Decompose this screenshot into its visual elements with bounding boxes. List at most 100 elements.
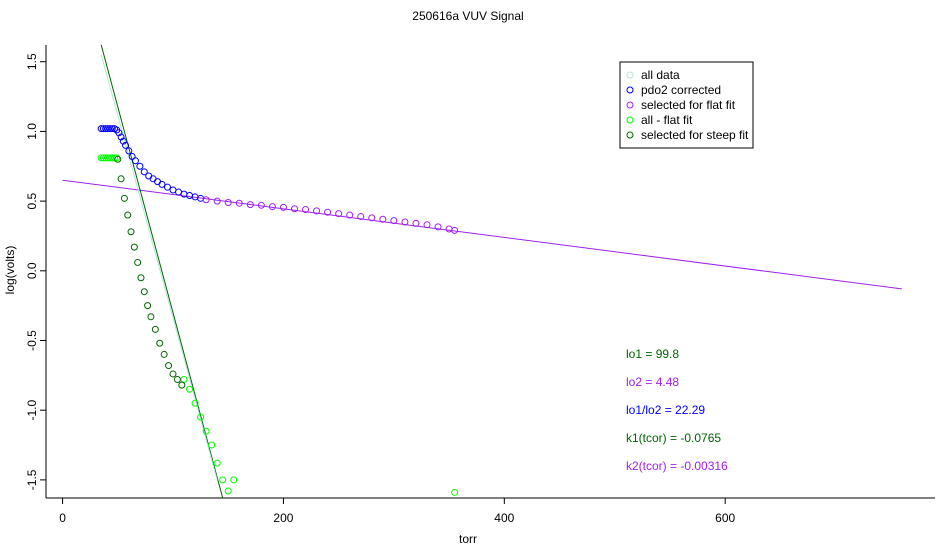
data-point bbox=[165, 362, 173, 370]
x-axis-label: torr bbox=[459, 532, 477, 546]
data-point bbox=[290, 205, 298, 213]
data-point bbox=[257, 201, 265, 209]
data-point bbox=[335, 210, 343, 218]
y-tick-label: -1.5 bbox=[25, 469, 39, 490]
data-point bbox=[113, 154, 121, 162]
data-point bbox=[186, 385, 194, 393]
data-point bbox=[115, 129, 123, 137]
data-point bbox=[279, 203, 287, 211]
data-point bbox=[246, 201, 254, 209]
fit-line bbox=[100, 54, 218, 481]
data-point bbox=[213, 197, 221, 205]
data-point bbox=[213, 459, 221, 467]
y-tick-label: -1.0 bbox=[25, 400, 39, 421]
data-point bbox=[114, 155, 122, 163]
legend-marker bbox=[626, 131, 634, 139]
data-point bbox=[125, 147, 133, 155]
x-tick-label: 200 bbox=[273, 511, 293, 525]
legend-label: all data bbox=[641, 68, 680, 82]
data-point bbox=[197, 413, 205, 421]
data-point bbox=[156, 339, 164, 347]
data-point bbox=[158, 180, 166, 188]
data-point bbox=[202, 427, 210, 435]
data-point bbox=[120, 194, 128, 202]
x-tick-label: 0 bbox=[59, 511, 66, 525]
data-point bbox=[124, 211, 132, 219]
annotation: k2(tcor) = -0.00316 bbox=[626, 459, 728, 473]
x-tick-label: 400 bbox=[494, 511, 514, 525]
legend-marker bbox=[626, 86, 634, 94]
data-point bbox=[131, 157, 139, 165]
annotation: k1(tcor) = -0.0765 bbox=[626, 431, 721, 445]
data-point bbox=[119, 137, 127, 145]
data-point bbox=[451, 488, 459, 496]
data-point bbox=[110, 154, 118, 162]
data-point bbox=[451, 226, 459, 234]
data-point bbox=[137, 274, 145, 282]
data-point bbox=[169, 370, 177, 378]
data-point bbox=[379, 215, 387, 223]
data-point bbox=[108, 125, 116, 133]
data-point bbox=[151, 325, 159, 333]
legend-label: pdo2 corrected bbox=[641, 83, 721, 97]
data-point bbox=[122, 141, 130, 149]
data-point bbox=[412, 219, 420, 227]
legend-marker bbox=[626, 116, 634, 124]
data-point bbox=[178, 381, 186, 389]
data-point bbox=[136, 162, 144, 170]
data-point bbox=[147, 313, 155, 321]
data-point bbox=[401, 218, 409, 226]
data-point bbox=[144, 302, 152, 310]
data-point bbox=[163, 183, 171, 191]
data-point bbox=[230, 476, 238, 484]
data-point bbox=[191, 399, 199, 407]
data-point bbox=[149, 175, 157, 183]
legend-label: selected for steep fit bbox=[641, 128, 749, 142]
data-point bbox=[202, 196, 210, 204]
data-point bbox=[106, 154, 114, 162]
data-point bbox=[173, 376, 181, 384]
data-point bbox=[390, 217, 398, 225]
data-point bbox=[127, 228, 135, 236]
data-point bbox=[434, 223, 442, 231]
data-point bbox=[219, 476, 227, 484]
y-tick-label: -0.5 bbox=[25, 330, 39, 351]
data-point bbox=[268, 203, 276, 211]
legend-label: selected for flat fit bbox=[641, 98, 736, 112]
data-point bbox=[130, 243, 138, 251]
data-point bbox=[324, 208, 332, 216]
y-tick-label: 1.0 bbox=[25, 123, 39, 140]
data-point bbox=[208, 441, 216, 449]
fit-line bbox=[62, 179, 902, 290]
data-point bbox=[128, 153, 136, 161]
y-tick-label: 0.5 bbox=[25, 192, 39, 209]
data-point bbox=[154, 178, 162, 186]
data-point bbox=[97, 154, 105, 162]
annotation: lo2 = 4.48 bbox=[626, 375, 679, 389]
data-point bbox=[140, 288, 148, 296]
legend-label: all - flat fit bbox=[641, 113, 693, 127]
data-point bbox=[302, 205, 310, 213]
data-point bbox=[117, 175, 125, 183]
data-point bbox=[160, 350, 168, 358]
data-point bbox=[102, 125, 110, 133]
chart-title: 250616a VUV Signal bbox=[412, 9, 523, 23]
data-point bbox=[117, 133, 125, 141]
data-point bbox=[104, 154, 112, 162]
data-point bbox=[224, 199, 232, 207]
data-point bbox=[423, 221, 431, 229]
data-point bbox=[104, 125, 112, 133]
legend-box bbox=[619, 61, 754, 149]
data-point bbox=[99, 154, 107, 162]
data-point bbox=[346, 211, 354, 219]
annotation: lo1/lo2 = 22.29 bbox=[626, 403, 705, 417]
data-point bbox=[140, 168, 148, 176]
data-point bbox=[102, 154, 110, 162]
y-axis-label: log(volts) bbox=[3, 246, 17, 295]
plot-area bbox=[45, 45, 935, 499]
data-point bbox=[97, 125, 105, 133]
data-point bbox=[145, 172, 153, 180]
data-point bbox=[368, 214, 376, 222]
